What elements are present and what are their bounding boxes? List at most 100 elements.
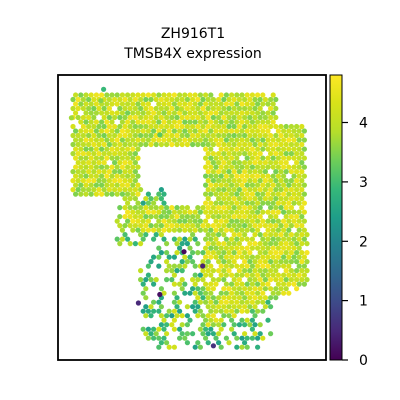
spot-point-163 [130,110,135,115]
spot-point-1623 [193,345,198,350]
spot-point-1454 [216,295,221,300]
spot-point-120 [96,106,101,111]
spot-point-59 [185,97,190,102]
spot-point-1457 [232,295,237,300]
spot-point-1182 [177,246,182,251]
spot-point-357 [81,133,86,138]
spot-point-532 [122,151,127,156]
spot-point-1270 [263,259,268,264]
spot-point-428 [219,137,224,142]
spot-point-603 [242,160,247,165]
spot-point-1255 [148,259,153,264]
spot-point-1516 [224,309,229,314]
spot-point-1470 [193,300,198,305]
spot-point-1487 [159,304,164,309]
spot-point-855 [226,196,231,201]
outlier-point-1 [200,263,205,268]
spot-point-1299 [271,264,276,269]
spot-point-98 [187,101,192,106]
spot-point-580 [281,156,286,161]
spot-point-1120 [289,232,294,237]
chart-title-line-2: TMSB4X expression [123,46,262,62]
spot-point-1081 [198,228,203,233]
spot-point-1318 [247,268,252,273]
spot-point-186 [250,110,255,115]
spot-point-478 [242,142,247,147]
spot-point-1171 [258,241,263,246]
spot-point-1331 [193,273,198,278]
spot-point-657 [122,169,127,174]
spot-point-66 [221,97,226,102]
spot-point-941 [187,210,192,215]
spot-point-1159 [180,241,185,246]
spot-point-310 [299,124,304,129]
spot-point-1042 [174,223,179,228]
spot-point-900 [138,205,143,210]
spot-point-254 [208,119,213,124]
spot-point-805 [284,187,289,192]
spot-point-269 [86,124,91,129]
spot-point-1236 [208,255,213,260]
spot-point-702 [260,174,265,179]
spot-point-15 [151,92,156,97]
spot-point-782 [107,187,112,192]
spot-point-1396 [265,282,270,287]
spot-point-179 [213,110,218,115]
spot-point-933 [146,210,151,215]
spot-point-1565 [247,322,252,327]
spot-point-1249 [276,255,281,260]
spot-point-493 [89,147,94,152]
spot-point-99 [193,101,198,106]
spot-point-833 [245,192,250,197]
spot-point-1536 [221,313,226,318]
spot-point-277 [128,124,133,129]
spot-point-210 [174,115,179,120]
spot-point-1373 [278,277,283,282]
spot-point-200 [122,115,127,120]
spot-point-206 [154,115,159,120]
spot-point-436 [260,137,265,142]
spot-point-34 [255,92,260,97]
spot-point-414 [146,137,151,142]
spot-point-462 [159,142,164,147]
spot-point-610 [278,160,283,165]
spot-point-1432 [203,291,208,296]
spot-point-1378 [304,277,309,282]
spot-point-981 [211,214,216,219]
spot-point-1585 [180,331,185,336]
spot-point-814 [99,192,104,197]
spot-point-340 [224,128,229,133]
spot-point-24 [198,92,203,97]
spot-point-21 [182,92,187,97]
spot-point-1624 [198,345,203,350]
spot-point-192 [76,115,81,120]
spot-point-950 [234,210,239,215]
spot-point-723 [206,178,211,183]
spot-point-1356 [164,277,169,282]
spot-point-624 [125,165,130,170]
spot-point-1276 [294,259,299,264]
spot-point-65 [216,97,221,102]
spot-point-517 [281,147,286,152]
spot-point-435 [255,137,260,142]
spot-point-416 [156,137,161,142]
spot-point-364 [117,133,122,138]
spot-point-1615 [195,340,200,345]
spot-point-1323 [273,268,278,273]
spot-point-459 [143,142,148,147]
spot-point-216 [206,115,211,120]
spot-point-63 [206,97,211,102]
spot-point-1217 [242,250,247,255]
spot-point-587 [86,160,91,165]
spot-point-551 [294,151,299,156]
spot-point-1186 [213,246,218,251]
spot-point-837 [265,192,270,197]
spot-point-1007 [177,219,182,224]
spot-point-1099 [302,228,307,233]
spot-point-1308 [174,268,179,273]
spot-point-898 [128,205,133,210]
spot-point-938 [172,210,177,215]
spot-point-1394 [255,282,260,287]
spot-point-1050 [216,223,221,228]
spot-point-730 [242,178,247,183]
